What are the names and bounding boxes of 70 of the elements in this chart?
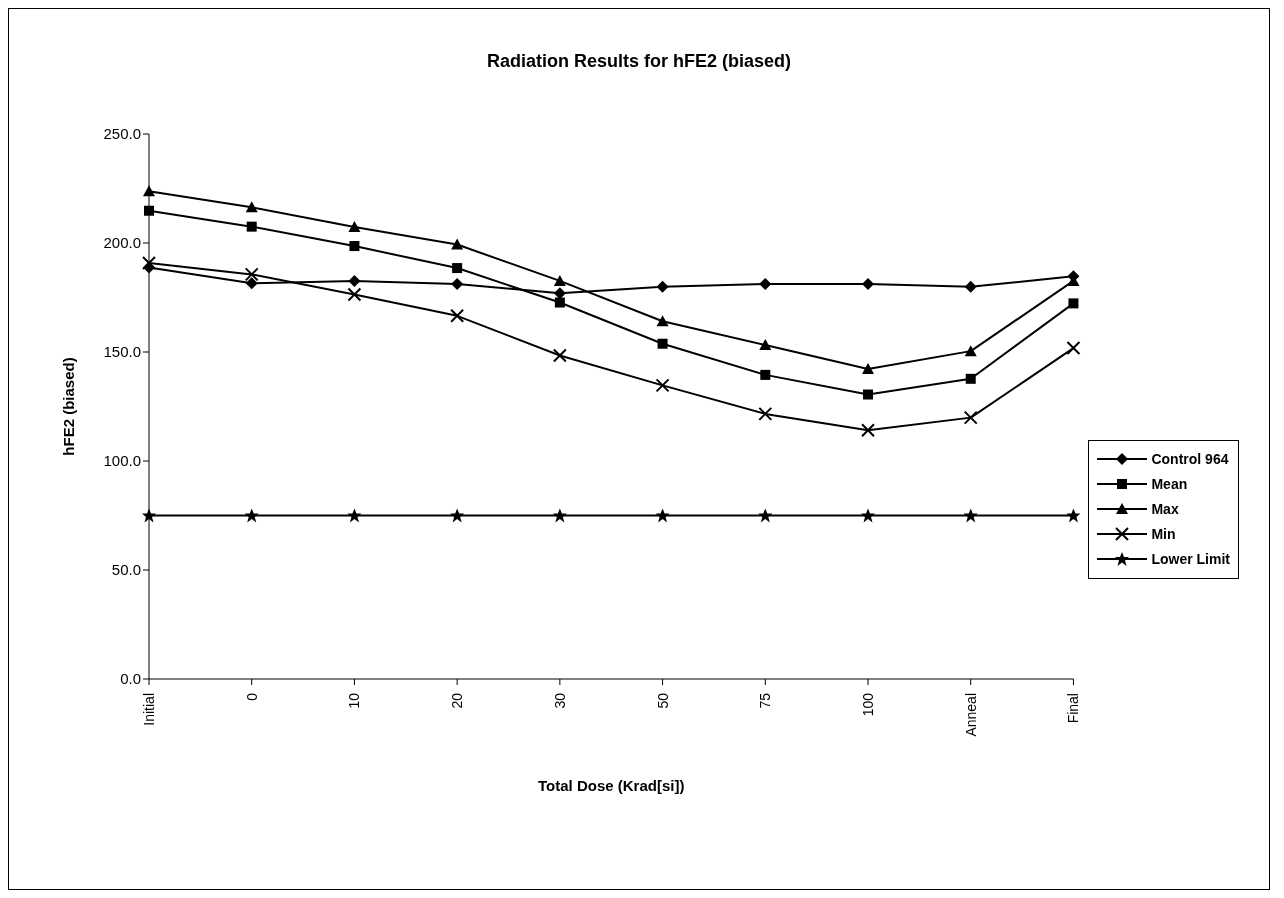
point bbox=[861, 423, 876, 438]
point bbox=[656, 315, 669, 327]
point bbox=[347, 508, 362, 523]
x-axis-title: Total Dose (Krad[si]) bbox=[538, 777, 685, 794]
point bbox=[552, 348, 567, 363]
point bbox=[861, 508, 876, 523]
point bbox=[244, 508, 259, 523]
point bbox=[1066, 341, 1081, 356]
x-tick-label: 0 bbox=[243, 692, 260, 701]
point bbox=[963, 508, 978, 523]
y-tick-label: 100.0 bbox=[103, 452, 141, 470]
point bbox=[965, 373, 976, 384]
x-tick-label: 50 bbox=[654, 692, 671, 709]
point bbox=[142, 256, 156, 271]
legend-label: Mean bbox=[1151, 476, 1188, 492]
y-tick-label: 50.0 bbox=[111, 561, 141, 579]
chart-title: Radiation Results for hFE2 (biased) bbox=[485, 51, 792, 72]
point bbox=[553, 274, 566, 286]
point bbox=[862, 277, 875, 290]
legend-label: Control 964 bbox=[1151, 451, 1229, 467]
point bbox=[963, 410, 978, 425]
x-tick-label: 20 bbox=[449, 692, 466, 709]
point bbox=[554, 297, 565, 308]
x-tick-label: Initial bbox=[141, 693, 157, 726]
y-tick-label: 200.0 bbox=[103, 234, 141, 252]
point bbox=[863, 389, 874, 400]
point bbox=[656, 280, 669, 293]
point bbox=[142, 508, 156, 523]
y-axis-title: hFE2 (biased) bbox=[60, 357, 78, 456]
point bbox=[348, 221, 361, 233]
point bbox=[964, 280, 977, 293]
point bbox=[452, 263, 463, 274]
point bbox=[655, 508, 670, 523]
point bbox=[245, 277, 258, 290]
point bbox=[1068, 298, 1079, 309]
point bbox=[759, 277, 772, 290]
point bbox=[450, 308, 465, 323]
x-tick-label: 30 bbox=[551, 692, 568, 709]
point bbox=[244, 267, 259, 282]
y-tick-label: 0.0 bbox=[120, 670, 141, 688]
point bbox=[862, 363, 875, 374]
point bbox=[246, 221, 257, 232]
point bbox=[758, 508, 773, 523]
point bbox=[451, 238, 464, 250]
x-tick-label: Anneal bbox=[962, 693, 979, 737]
x-tick-label: 10 bbox=[346, 692, 363, 709]
x-tick-label: 75 bbox=[757, 692, 774, 709]
y-tick-label: 150.0 bbox=[103, 343, 141, 361]
legend-label: Lower Limit bbox=[1151, 551, 1230, 567]
legend-label: Max bbox=[1151, 501, 1179, 517]
point bbox=[655, 378, 670, 393]
point bbox=[144, 205, 154, 216]
point bbox=[758, 406, 773, 421]
point bbox=[245, 201, 258, 213]
point bbox=[1066, 508, 1081, 523]
point bbox=[657, 338, 668, 349]
y-tick-label: 250.0 bbox=[103, 125, 141, 143]
point bbox=[143, 185, 155, 197]
x-tick-label: 100 bbox=[860, 692, 877, 717]
point bbox=[964, 345, 977, 357]
point bbox=[552, 508, 567, 523]
legend-label: Min bbox=[1151, 526, 1176, 542]
point bbox=[451, 277, 464, 290]
point bbox=[450, 508, 465, 523]
point bbox=[348, 274, 361, 287]
point bbox=[759, 339, 772, 351]
point bbox=[349, 241, 360, 252]
point bbox=[760, 369, 771, 380]
x-tick-label: Final bbox=[1065, 693, 1082, 724]
point bbox=[347, 287, 362, 302]
